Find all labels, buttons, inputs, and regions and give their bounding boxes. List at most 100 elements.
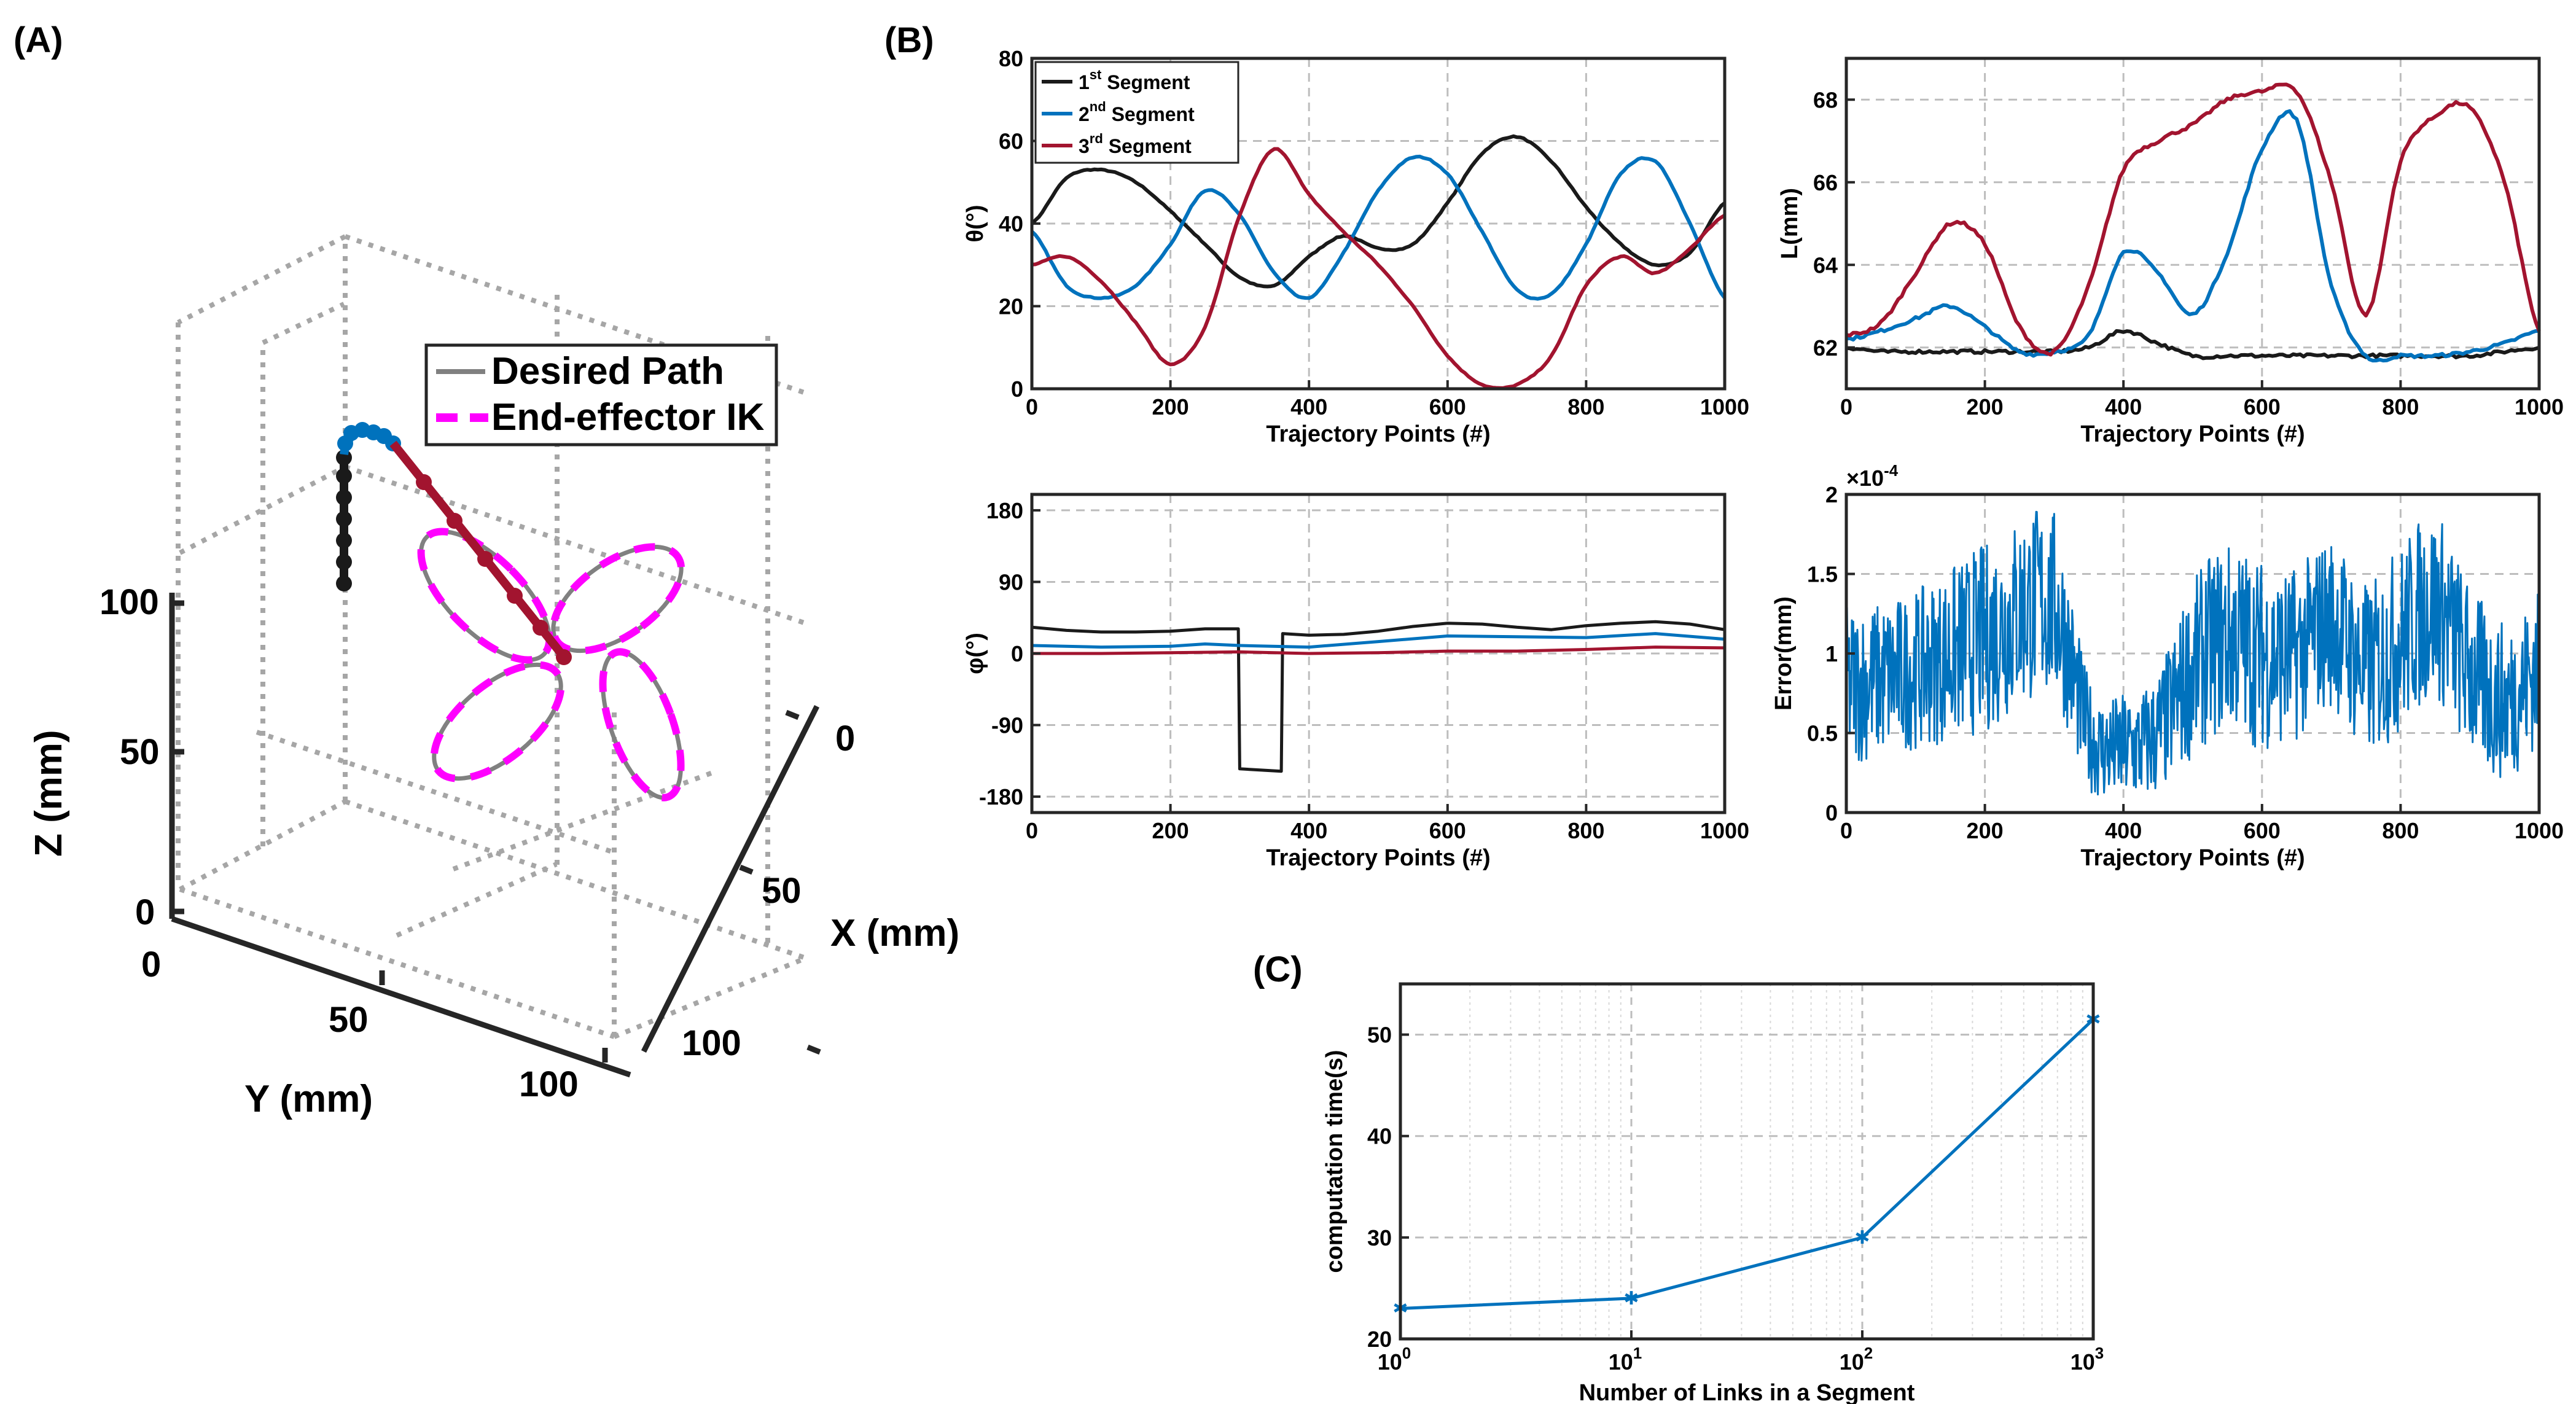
series-line-red [1032,645,1725,655]
x-tick-label: 1000 [2515,394,2564,419]
x-tick-50: 50 [762,871,802,911]
y-tick-label: -180 [979,784,1023,809]
y-tick-label: 60 [999,129,1023,154]
y-tick-label: 62 [1813,335,1838,361]
z-tick-100: 100 [100,582,159,622]
legend-sup: st [1090,67,1102,82]
x-tick-label: 200 [1152,394,1189,419]
y-exponent-label: ×10-4 [1846,461,1899,491]
x-tick-exponent: 2 [1864,1344,1873,1362]
x-tick-exponent: 0 [1402,1344,1411,1362]
legend-desired-path: Desired Path [491,350,724,392]
x-tick-label: 0 [1026,818,1038,843]
x-tick-label: 0 [1026,394,1038,419]
x-tick-label: 0 [1840,818,1852,843]
series-line-blue [1846,109,2540,363]
robot-segment-1 [336,450,352,591]
x-tick-label: 600 [1429,394,1466,419]
x-tick-label: 1000 [1700,818,1749,843]
y-axis-label: Error(mm) [1771,596,1797,711]
y-tick-label: 50 [1367,1023,1392,1048]
x-tick-label: 400 [1290,818,1327,843]
axes-frame [1844,57,2541,391]
y-tick-label: 2 [1825,482,1838,507]
x-tick-label: 0 [1840,394,1852,419]
x-axis-label: Trajectory Points (#) [1266,845,1490,871]
data-marker: ✱ [1623,1289,1639,1309]
x-tick-exponent: 1 [1633,1344,1642,1362]
x-tick-label: 1000 [2515,818,2564,843]
y-tick-label: 0 [1011,641,1023,666]
panel-a-3d-plot: 100 50 0 0 50 100 0 50 100 Z (mm) Y (mm)… [28,234,959,1120]
y-tick-label: 1.5 [1807,562,1838,587]
y-tick-50: 50 [329,1000,369,1040]
series-line-blue [1030,154,1727,301]
legend-entry: 2nd Segment [1079,99,1195,125]
panel-label-c: (C) [1253,950,1303,989]
x-tick-label: 800 [2382,818,2419,843]
legend-sup: nd [1090,99,1106,114]
z-tick-0: 0 [135,892,155,932]
y-tick-label: 40 [999,211,1023,236]
series-line-error [1845,510,2540,796]
desired-path [417,528,685,801]
x-tick-label: 600 [1429,818,1466,843]
x-tick-label: 800 [2382,394,2419,419]
y-tick-label: 180 [986,498,1023,523]
panel-label-a: (A) [14,20,63,60]
x-axis-label: Trajectory Points (#) [1266,421,1490,447]
y-tick-label: 0 [1011,376,1023,402]
chart-length: 0 200 400 600 800 1000 62 64 66 68 Trajectory Poin… [1777,57,2564,447]
series-line-red [1846,82,2541,357]
y-axis-label: Y (mm) [244,1078,373,1120]
y-tick-0: 0 [141,945,161,985]
y-tick-label: 0.5 [1807,721,1838,746]
x-tick-label: 200 [1967,818,2004,843]
y-tick-label: 0 [1825,800,1838,825]
series-group [1846,82,2541,363]
robot-segment-2 [337,422,401,456]
x-axis-label: Number of Links in a Segment [1579,1380,1915,1404]
series-group [1031,620,1725,773]
x-tick-label: 200 [1152,818,1189,843]
data-marker: ✱ [1854,1228,1870,1248]
y-tick-label: 40 [1367,1124,1392,1149]
x-tick-label: 101 [1609,1344,1642,1375]
series-line-black [1030,134,1726,289]
y-exponent-power: -4 [1884,461,1899,480]
x-tick-label: 102 [1840,1344,1873,1375]
x-tick-label: 400 [2105,394,2142,419]
x-tick-label: 600 [2244,818,2281,843]
y-tick-label: -90 [991,713,1023,738]
y-axis-label: computation time(s) [1322,1050,1348,1273]
series-line-computation [1400,1018,2094,1310]
legend-post: Segment [1103,135,1192,157]
robot-segment-3 [389,440,572,665]
x-tick-label: 400 [1290,394,1327,419]
x-axis-label: Trajectory Points (#) [2080,421,2305,447]
x-tick-label: 600 [2244,394,2281,419]
x-tick-label: 103 [2071,1344,2104,1375]
series-line-black [1031,620,1725,773]
plot-area [1400,984,2093,1339]
y-tick-label: 80 [999,46,1023,71]
series-group [1845,510,2540,796]
legend-post: Segment [1101,71,1190,93]
y-tick-label: 30 [1367,1225,1392,1250]
axes-frame [1399,982,2095,1341]
x-tick-label: 800 [1567,394,1604,419]
legend-end-effector: End-effector IK [491,396,765,439]
x-tick-label: 1000 [1700,394,1749,419]
x-axis-label: Trajectory Points (#) [2080,845,2305,871]
legend-3d: Desired Path End-effector IK [424,343,778,447]
x-tick-100: 100 [682,1023,741,1063]
legend-post: Segment [1106,103,1195,125]
y-axis-label: θ(°) [962,205,988,242]
y-tick-label: 64 [1813,252,1838,278]
chart-error: ×10-4 0 200 400 600 800 1000 0 0.5 1 1.5 2 Trajector… [1771,461,2564,871]
x-tick-label: 800 [1567,818,1604,843]
y-tick-label: 20 [999,294,1023,319]
x-tick-0: 0 [835,719,855,759]
